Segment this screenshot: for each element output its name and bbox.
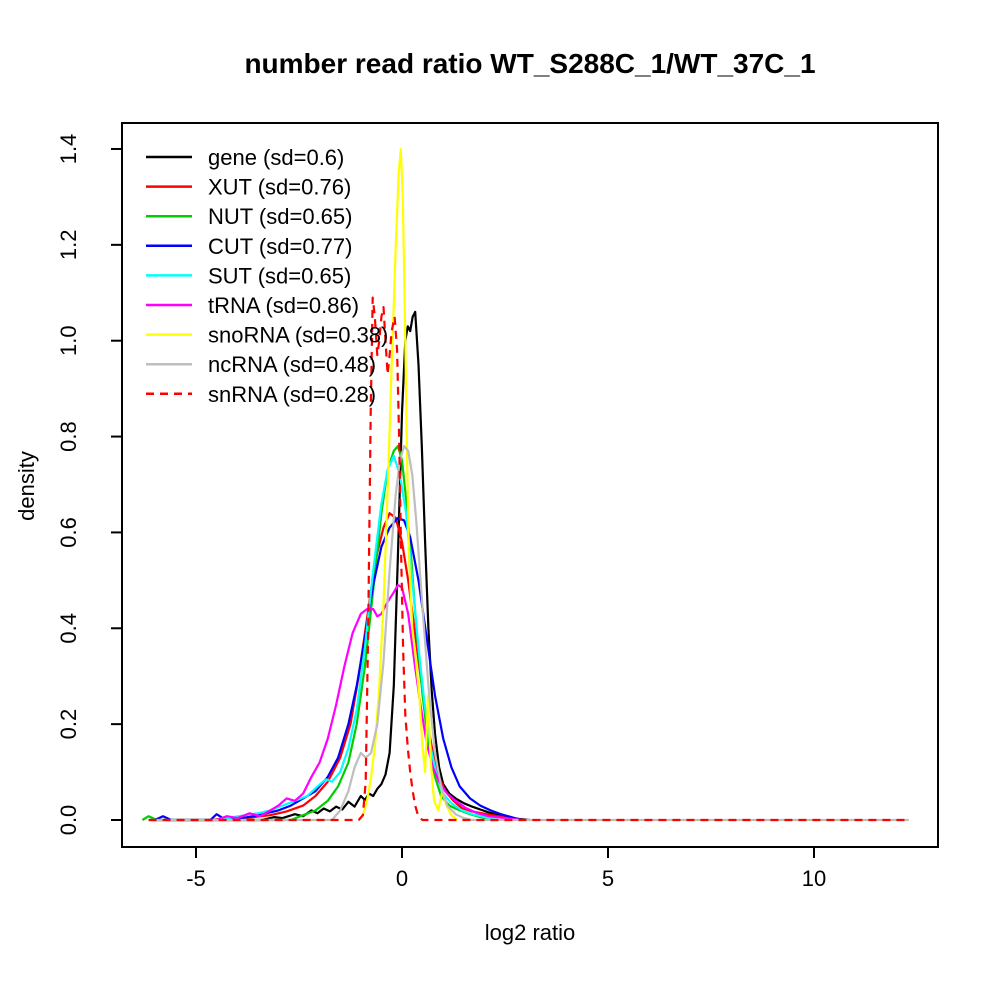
legend: gene (sd=0.6) XUT (sd=0.76) NUT (sd=0.65) C… <box>146 145 388 407</box>
y-tick-label: 0.4 <box>56 613 81 644</box>
legend-label-tRNA: tRNA (sd=0.86) <box>208 293 359 318</box>
y-tick-label: 0.6 <box>56 517 81 548</box>
y-tick-label: 0.0 <box>56 805 81 836</box>
legend-label-gene: gene (sd=0.6) <box>208 145 344 170</box>
density-curve-ncRNA <box>148 445 909 822</box>
legend-label-snoRNA: snoRNA (sd=0.38) <box>208 323 388 348</box>
y-tick-label: 0.2 <box>56 709 81 740</box>
plot-box <box>121 122 939 848</box>
density-curve-tRNA <box>216 584 522 822</box>
axes: -5 0 5 10 0.0 0.2 0.4 0.6 0.8 1.0 1.2 1.4 <box>56 134 826 891</box>
density-curves <box>141 147 909 822</box>
y-axis-label: density <box>14 451 39 521</box>
density-curve-SUT <box>220 454 498 822</box>
y-tick-label: 1.2 <box>56 230 81 261</box>
x-tick-label: 10 <box>802 866 826 891</box>
x-tick-label: -5 <box>186 866 206 891</box>
legend-label-NUT: NUT (sd=0.65) <box>208 204 352 229</box>
x-tick-label: 0 <box>396 866 408 891</box>
legend-label-XUT: XUT (sd=0.76) <box>208 175 351 200</box>
y-tick-label: 1.4 <box>56 134 81 165</box>
legend-label-snRNA: snRNA (sd=0.28) <box>208 382 376 407</box>
x-axis-label: log2 ratio <box>485 920 576 945</box>
density-curve-snRNA <box>148 296 909 822</box>
density-curve-gene <box>150 310 530 822</box>
density-curve-NUT <box>141 445 493 822</box>
density-curve-snoRNA <box>357 147 459 821</box>
y-tick-label: 0.8 <box>56 421 81 452</box>
legend-label-CUT: CUT (sd=0.77) <box>208 234 352 259</box>
x-tick-label: 5 <box>602 866 614 891</box>
chart-title: number read ratio WT_S288C_1/WT_37C_1 <box>244 48 815 79</box>
legend-label-ncRNA: ncRNA (sd=0.48) <box>208 352 376 377</box>
legend-label-SUT: SUT (sd=0.65) <box>208 263 351 288</box>
y-tick-label: 1.0 <box>56 325 81 356</box>
